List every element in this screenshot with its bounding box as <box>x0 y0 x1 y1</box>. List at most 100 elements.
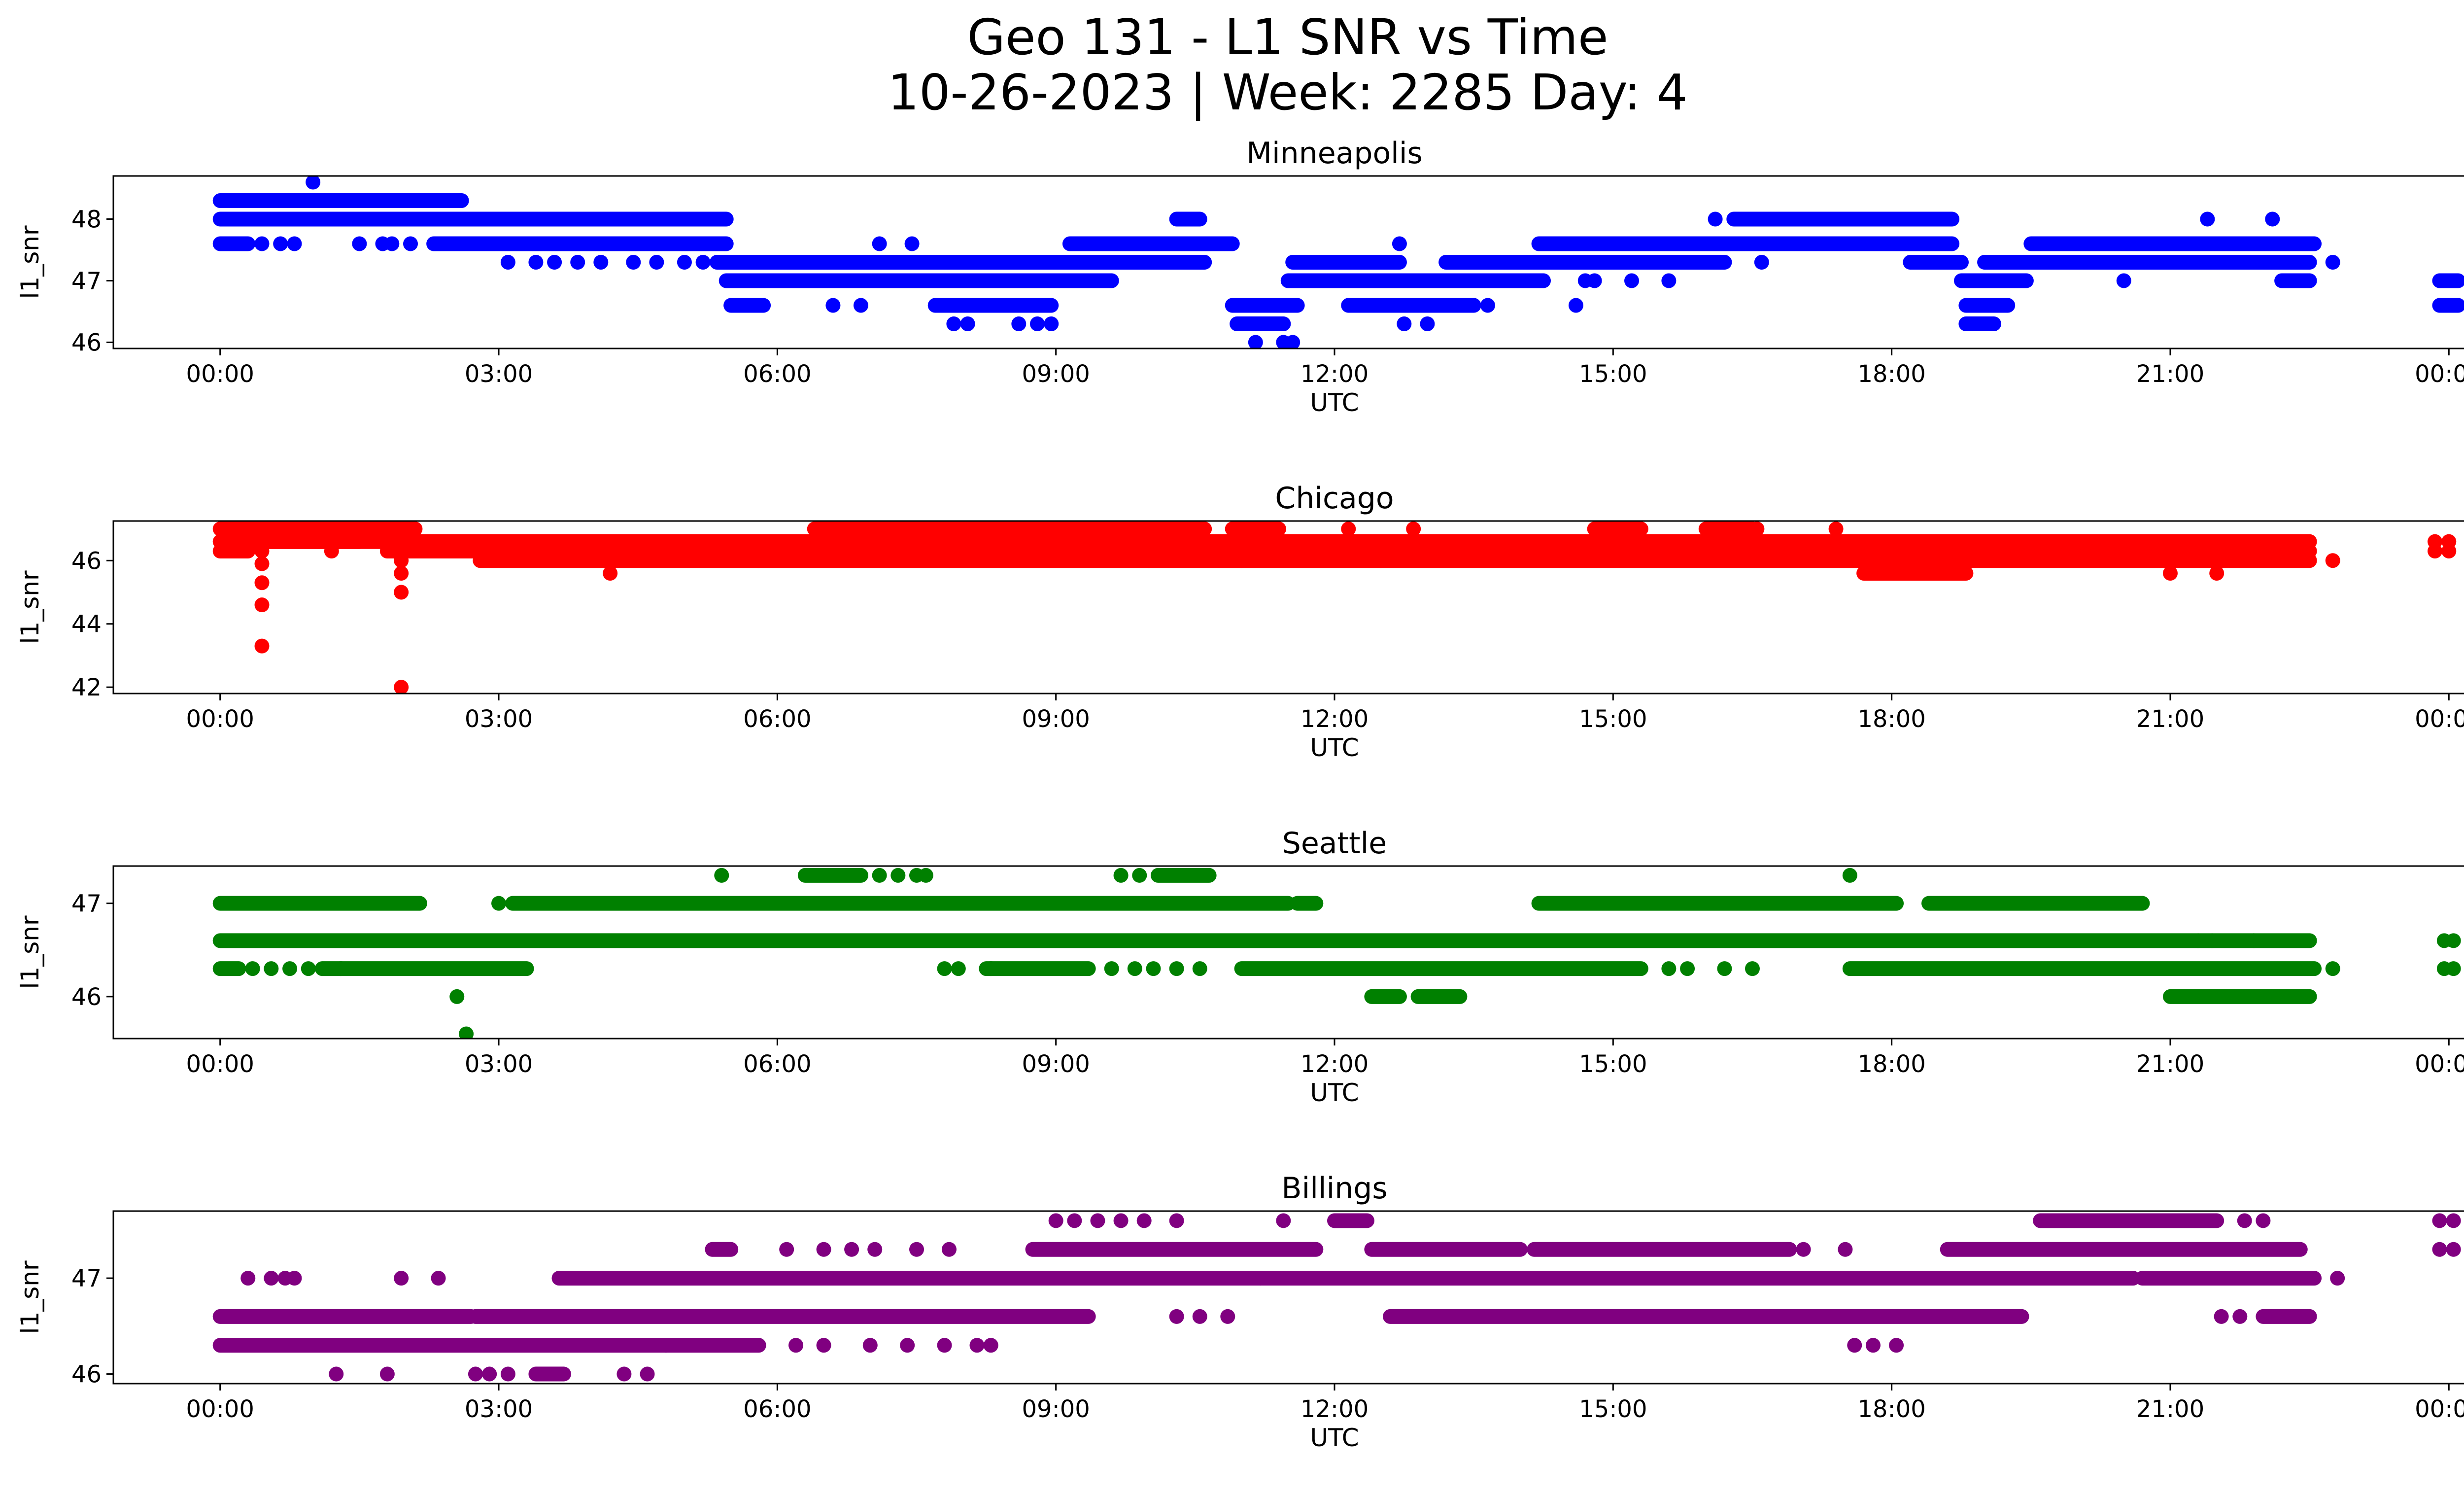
x-tick-label: 03:00 <box>465 705 533 733</box>
x-tick-label: 09:00 <box>1022 360 1090 388</box>
data-point <box>1568 298 1583 313</box>
data-point <box>1169 1213 1184 1228</box>
data-point <box>918 868 933 883</box>
data-point <box>1587 273 1602 288</box>
data-point <box>862 1338 878 1353</box>
data-point <box>500 1366 515 1382</box>
x-tick-label: 00:00 <box>2415 705 2464 733</box>
data-point <box>1220 1309 1235 1324</box>
data-point <box>937 961 952 976</box>
x-tick-label: 15:00 <box>1579 705 1647 733</box>
data-point <box>1169 1309 1184 1324</box>
data-point <box>324 544 339 559</box>
data-point <box>1011 316 1027 331</box>
data-point <box>1749 522 1765 537</box>
data-point <box>1053 255 1068 270</box>
x-tick-label: 00:00 <box>2415 1050 2464 1078</box>
data-point <box>677 255 692 270</box>
data-point <box>983 961 998 976</box>
data-point <box>2190 933 2206 948</box>
data-point <box>816 1242 831 1257</box>
data-point <box>403 236 418 251</box>
x-tick-label: 18:00 <box>1857 705 1925 733</box>
data-point <box>431 1271 446 1286</box>
data-point <box>1842 868 1857 883</box>
data-point <box>1113 868 1129 883</box>
data-point <box>779 1242 794 1257</box>
data-point <box>287 1271 302 1286</box>
data-point <box>626 255 641 270</box>
data-point <box>2428 534 2443 549</box>
panel-title: Minneapolis <box>1246 136 1423 171</box>
data-point <box>2256 1213 2271 1228</box>
data-point <box>946 316 961 331</box>
data-point <box>1132 868 1147 883</box>
panel-billings: Billings 00:00 03:00 06:00 09:00 12:00 15:00 18… <box>16 1171 2464 1452</box>
data-point <box>1680 961 1695 976</box>
data-point <box>1527 273 1542 288</box>
data-point <box>1624 273 1640 288</box>
data-point <box>2432 1213 2447 1228</box>
data-point <box>1828 522 1844 537</box>
data-point <box>969 1338 985 1353</box>
y-axis-label: l1_snr <box>16 1260 44 1334</box>
data-point <box>1406 522 1421 537</box>
data-layer <box>212 522 2457 694</box>
data-point <box>352 236 367 251</box>
data-point <box>616 1366 632 1382</box>
data-point <box>1048 1213 1063 1228</box>
x-tick-label: 12:00 <box>1300 705 1369 733</box>
data-point <box>816 1338 831 1353</box>
data-point <box>1889 1338 1904 1353</box>
plot-frame <box>112 1210 2464 1385</box>
data-point <box>394 565 409 581</box>
data-point <box>459 1026 474 1039</box>
data-point <box>463 544 479 559</box>
x-tick-label: 00:00 <box>186 360 254 388</box>
data-point <box>2246 933 2261 948</box>
data-point <box>273 236 288 251</box>
data-point <box>1373 553 1389 568</box>
x-tick-label: 09:00 <box>1022 705 1090 733</box>
data-point <box>240 1271 256 1286</box>
x-tick-label: 06:00 <box>743 1395 811 1423</box>
y-axis-label: l1_snr <box>16 570 44 644</box>
x-tick-label: 18:00 <box>1857 1395 1925 1423</box>
data-point <box>2446 933 2461 948</box>
data-point <box>593 255 609 270</box>
data-point <box>236 236 251 251</box>
y-tick-label: 46 <box>71 983 102 1011</box>
figure-title: Geo 131 - L1 SNR vs Time <box>967 8 1608 66</box>
data-point <box>1146 961 1161 976</box>
data-point <box>301 961 316 976</box>
x-axis-label: UTC <box>1310 388 1359 417</box>
y-tick-label: 47 <box>71 890 102 918</box>
x-tick-label: 18:00 <box>1857 360 1925 388</box>
x-tick-label: 06:00 <box>743 705 811 733</box>
data-point <box>547 255 562 270</box>
data-point <box>2265 211 2280 227</box>
data-point <box>1341 522 1356 537</box>
data-point <box>1847 1338 1862 1353</box>
data-point <box>890 868 906 883</box>
plot-frame <box>112 865 2464 1040</box>
data-point <box>394 553 409 568</box>
data-point <box>2200 211 2215 227</box>
data-point <box>1192 1309 1207 1324</box>
data-point <box>960 316 975 331</box>
data-point <box>2446 1242 2461 1257</box>
y-tick-label: 42 <box>71 674 102 701</box>
data-point <box>751 553 766 568</box>
data-point <box>1865 1338 1881 1353</box>
x-tick-label: 09:00 <box>1022 1395 1090 1423</box>
y-tick-label: 46 <box>71 547 102 575</box>
data-point <box>1754 255 1769 270</box>
data-point <box>951 961 966 976</box>
data-point <box>1397 316 1412 331</box>
data-point <box>1373 298 1389 313</box>
y-axis-label: l1_snr <box>16 915 44 989</box>
data-point <box>941 1242 957 1257</box>
data-point <box>1838 1242 1853 1257</box>
data-point <box>254 544 270 559</box>
data-point <box>468 1366 483 1382</box>
